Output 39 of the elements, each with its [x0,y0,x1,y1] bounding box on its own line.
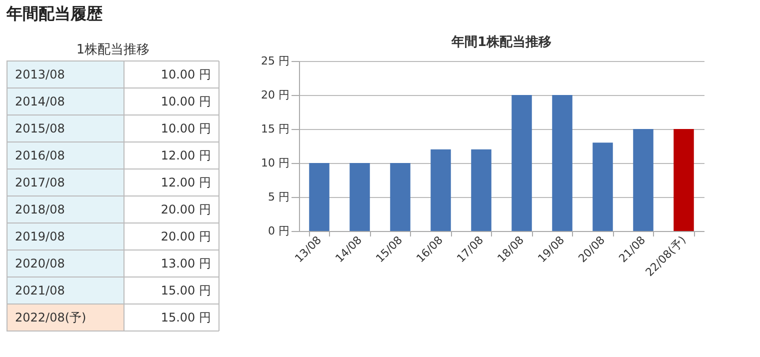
bar [350,163,370,231]
bar [552,95,572,231]
category-label: 2017/08 [15,176,65,190]
data-label: 12.00 円 [160,176,211,190]
bar [592,142,613,231]
y-tick-label: 20 円 [261,88,290,102]
bar [390,163,410,231]
y-tick-label: 10 円 [261,156,290,170]
data-label: 15.00 円 [160,284,211,298]
bar [633,129,654,231]
category-label: 2013/08 [15,68,65,82]
bar [471,149,492,231]
category-label: 2016/08 [15,148,65,162]
data-label: 12.00 円 [160,148,211,162]
text: 年間配当履歴 [6,4,102,23]
data-label: 10.00 円 [160,122,211,136]
y-tick-label: 25 円 [261,54,290,68]
text: 1株配当推移 [76,42,150,58]
data-label: 20.00 円 [160,202,211,216]
chart-title: 年間1株配当推移 [450,35,552,50]
category-label: 2014/08 [15,94,65,108]
bar [674,129,694,231]
data-label: 13.00 円 [160,256,211,270]
data-label: 10.00 円 [160,94,211,108]
y-tick-label: 5 円 [268,190,290,204]
bar [430,149,451,231]
data-label: 20.00 円 [160,230,211,244]
data-label: 15.00 円 [160,310,211,324]
bar [309,163,330,231]
category-label: 2020/08 [15,256,65,270]
category-label: 2015/08 [15,122,65,136]
category-label: 2018/08 [15,202,65,216]
data-label: 10.00 円 [160,68,211,82]
bar [512,95,532,231]
category-label: 2019/08 [15,230,65,244]
category-label: 2022/08(予) [15,310,86,324]
y-tick-label: 15 円 [261,122,290,136]
y-tick-label: 0 円 [268,224,290,238]
category-label: 2021/08 [15,284,65,298]
